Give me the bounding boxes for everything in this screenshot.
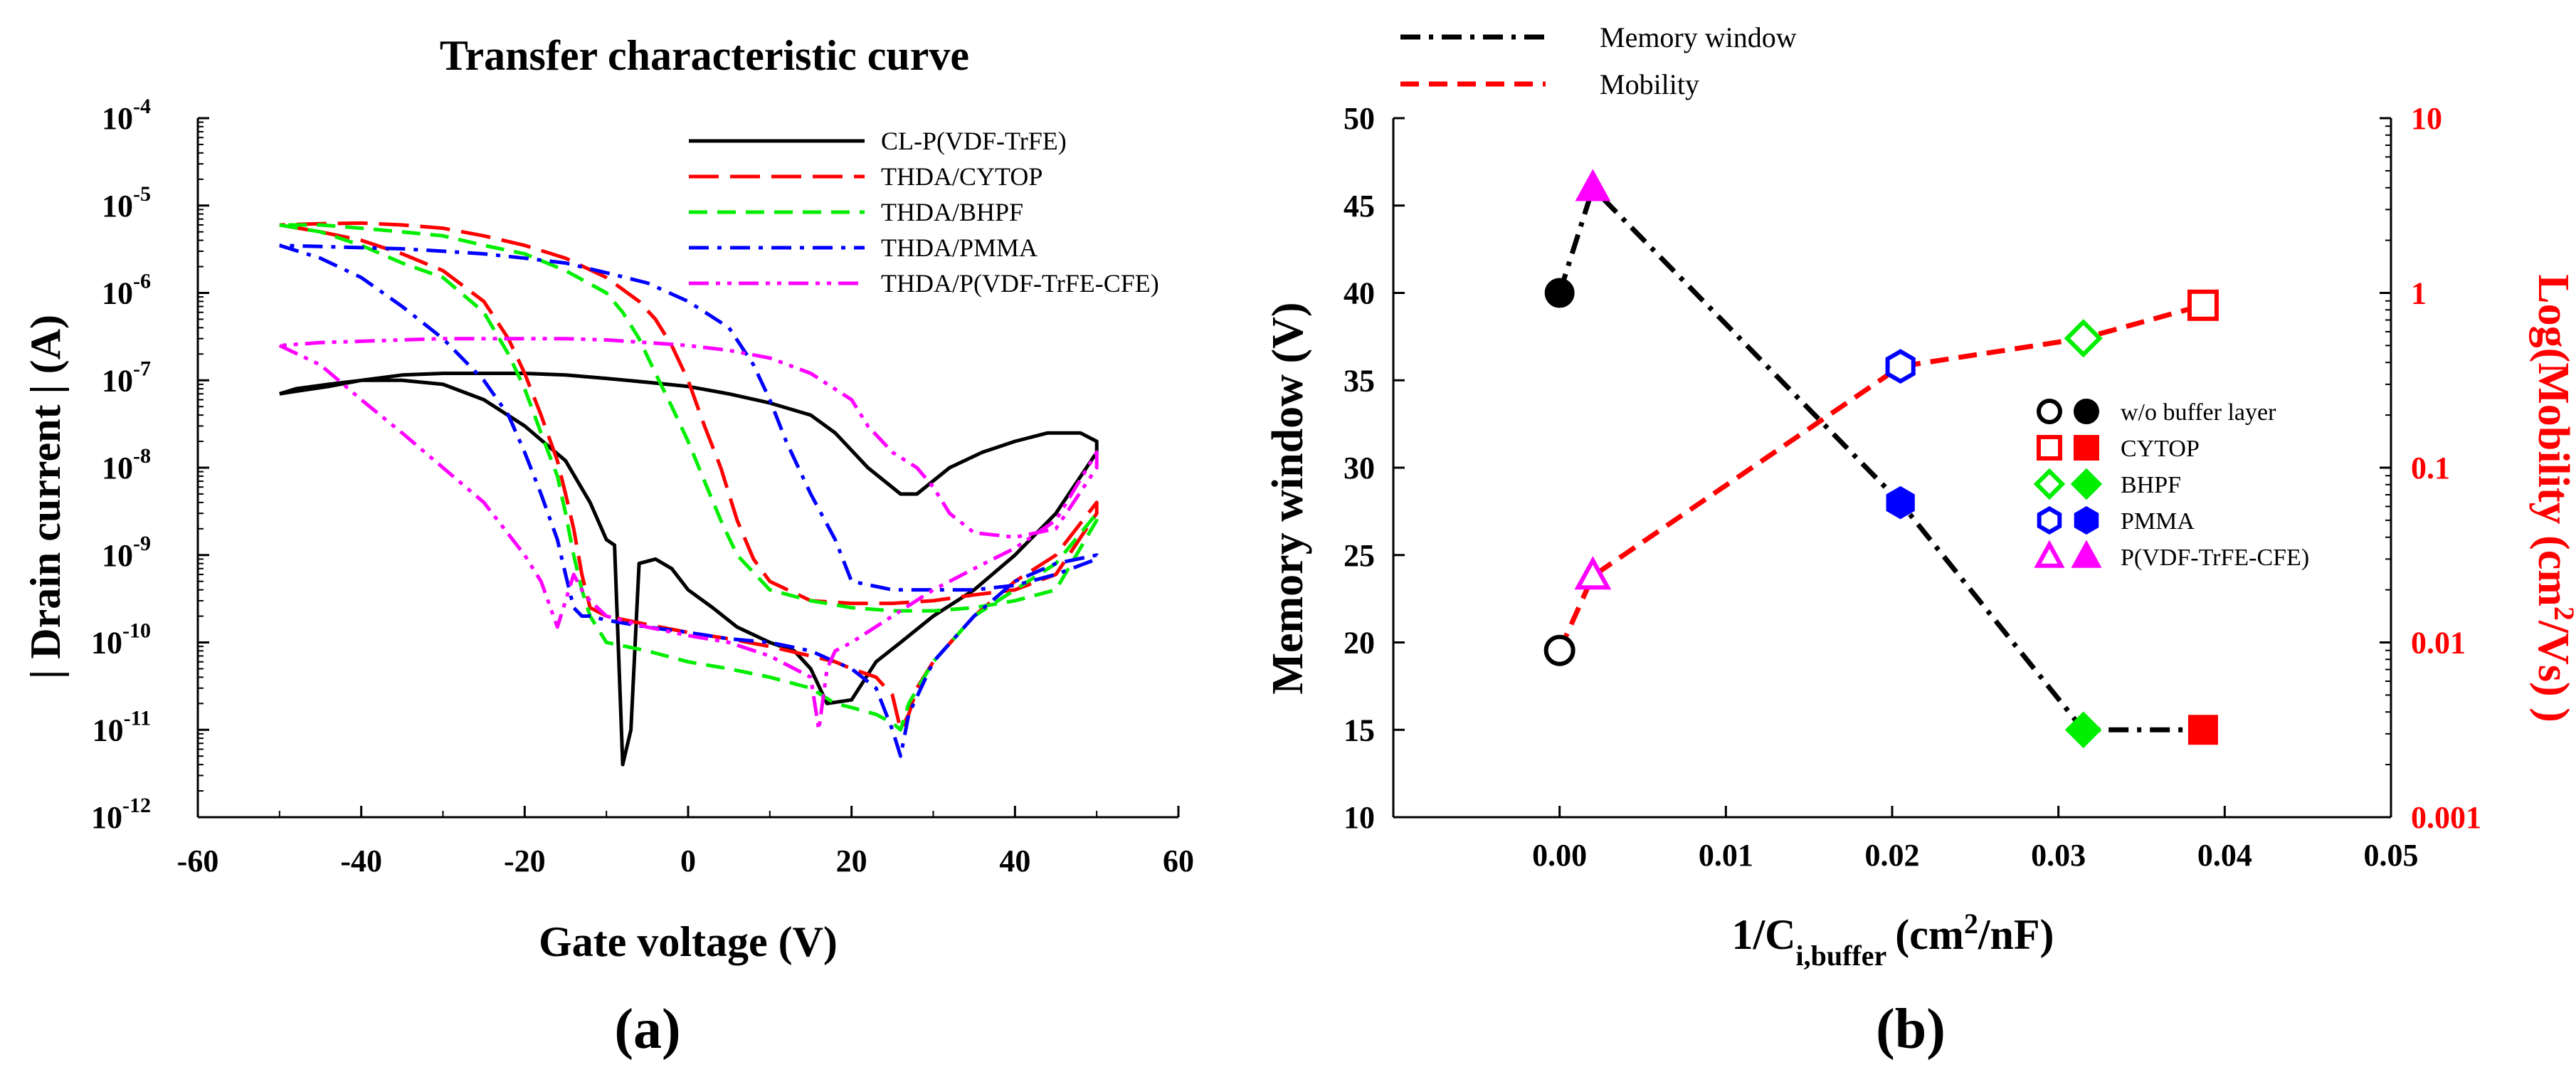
chart-a-axes: 10-12 10-11 10-10 10-9 10-8 10-7 10-6 10-5 10-4 -… <box>91 95 1194 878</box>
chart-b-mobility-point <box>2064 319 2103 358</box>
chart-a-x-tick-label: -20 <box>504 844 546 878</box>
chart-b-mobility-point <box>1885 349 1916 384</box>
chart-b-ylabel2: Log(Mobility (cm2/Vs) ) <box>2529 274 2576 723</box>
chart-a-x-tick-label: 20 <box>836 844 867 878</box>
chart-b-memory-window-point <box>2187 715 2218 745</box>
chart-b-y2-tick-label: 1 <box>2411 276 2427 311</box>
chart-b-y2-tick-label: 0.001 <box>2411 800 2481 835</box>
chart-a-legend-label: THDA/PMMA <box>881 233 1038 262</box>
chart-b-mobility-line <box>1557 303 2204 652</box>
chart-a-series <box>278 221 1099 767</box>
chart-b-marker-legend-open <box>2037 399 2062 424</box>
chart-a-legend: CL-P(VDF-TrFE) THDA/CYTOP THDA/BHPF THDA/PM… <box>689 127 1159 298</box>
chart-a-ylabel: | Drain current | (A) <box>22 315 69 679</box>
chart-b-mobility-point <box>1543 634 1575 666</box>
chart-b-marker-legend-open <box>2037 435 2062 461</box>
chart-b-marker-legend-open <box>2037 506 2062 535</box>
chart-a-series-line <box>279 243 1099 758</box>
chart-a-x-tick-label: -40 <box>340 844 382 878</box>
chart-a-legend-label: THDA/P(VDF-TrFE-CFE) <box>881 269 1159 298</box>
chart-a-series-line <box>279 372 1099 767</box>
chart-a-y-tick-label: 10-12 <box>91 794 151 835</box>
chart-a-x-tick-label: -60 <box>177 844 219 878</box>
chart-a-y-tick-label: 10-5 <box>102 182 151 224</box>
chart-a-y-tick-label: 10-9 <box>102 532 151 573</box>
chart-b-marker-legend-label: CYTOP <box>2121 436 2200 462</box>
chart-a-title: Transfer characteristic curve <box>440 32 969 79</box>
chart-b-y-tick-label: 35 <box>1344 363 1375 398</box>
chart-b-marker-legend-label: PMMA <box>2121 508 2195 535</box>
chart-a-legend-label: THDA/BHPF <box>881 198 1023 226</box>
chart-b-y-tick-label: 25 <box>1344 538 1375 573</box>
chart-b-x-tick-label: 0.00 <box>1532 838 1587 873</box>
chart-b-mobility-point <box>1574 556 1612 590</box>
chart-a-x-tick-label: 60 <box>1163 844 1194 878</box>
chart-b-line-legend-label: Mobility <box>1600 68 1699 100</box>
chart-b-y2-tick-label: 0.01 <box>2411 626 2466 661</box>
chart-b-y-tick-label: 50 <box>1344 101 1375 136</box>
chart-b-y-tick-label: 15 <box>1344 713 1375 747</box>
chart-a-y-tick-label: 10-11 <box>93 706 151 747</box>
chart-b-y-tick-label: 30 <box>1344 451 1375 485</box>
chart-b-marker-legend-filled <box>2074 506 2099 535</box>
chart-b-marker-legend: w/o buffer layer CYTOP BHPF PMMA P(VDF-TrFE-… <box>2033 399 2309 571</box>
chart-a-y-tick-label: 10-7 <box>102 357 151 398</box>
chart-b-marker-legend-label: w/o buffer layer <box>2121 399 2276 426</box>
chart-b-xlabel: 1/Ci,buffer (cm2/nF) <box>1731 908 2054 972</box>
chart-b-memory-window-point <box>1886 485 1915 520</box>
chart-b-y-tick-label: 45 <box>1344 189 1375 224</box>
chart-b-axes: 10 15 20 25 30 35 40 45 50 0.001 0.01 0.1 1 10 0.00 0.0… <box>1344 101 2481 873</box>
chart-b-y2-tick-label: 0.1 <box>2411 451 2450 485</box>
chart-b-marker-legend-label: P(VDF-TrFE-CFE) <box>2121 545 2309 571</box>
chart-b-x-tick-label: 0.03 <box>2031 838 2086 873</box>
chart-b-marker-legend-filled <box>2074 435 2099 461</box>
chart-a-y-tick-label: 10-8 <box>102 444 151 485</box>
chart-b-marker-legend-filled <box>2074 399 2099 424</box>
chart-b-series <box>1543 169 2219 749</box>
chart-a-legend-label: CL-P(VDF-TrFE) <box>881 127 1067 155</box>
chart-b-marker-legend-open <box>2033 468 2066 500</box>
chart-a-y-tick-label: 10-10 <box>91 619 151 661</box>
chart-a-xlabel: Gate voltage (V) <box>539 918 838 965</box>
chart-b-y-tick-label: 40 <box>1344 276 1375 311</box>
chart-b-line-legend-label: Memory window <box>1600 21 1797 53</box>
chart-b-memory-window-point <box>1544 278 1575 308</box>
panel-a: Transfer characteristic curve 10-12 10-11… <box>22 32 1194 1061</box>
chart-b-y-tick-label: 10 <box>1344 800 1375 835</box>
chart-a-series-line <box>279 223 1099 732</box>
panel-a-label: (a) <box>614 998 680 1061</box>
chart-b-memory-window-point <box>2064 711 2102 749</box>
chart-b-mobility-point <box>2187 289 2219 321</box>
panel-b-label: (b) <box>1876 998 1946 1061</box>
chart-b-marker-legend-filled <box>2070 468 2103 500</box>
chart-b-ylabel: Memory window (V) <box>1264 302 1312 694</box>
chart-b-y2-tick-label: 10 <box>2411 101 2442 136</box>
chart-a-legend-label: THDA/CYTOP <box>881 162 1042 191</box>
chart-b-marker-legend-label: BHPF <box>2121 472 2181 498</box>
chart-b-x-tick-label: 0.02 <box>1865 838 1920 873</box>
panel-b: 10 15 20 25 30 35 40 45 50 0.001 0.01 0.1 1 10 0.00 0.0… <box>1264 21 2576 1061</box>
chart-a-y-tick-label: 10-4 <box>102 95 151 136</box>
chart-b-memory-window-point <box>1575 169 1611 201</box>
chart-b-x-tick-label: 0.05 <box>2364 838 2419 873</box>
chart-b-x-tick-label: 0.04 <box>2197 838 2252 873</box>
chart-b-memory-window-line <box>1557 183 2203 732</box>
chart-b-marker-legend-open <box>2034 540 2065 568</box>
chart-a-series-line <box>278 337 1099 732</box>
chart-a-y-tick-label: 10-6 <box>102 270 151 311</box>
chart-a-x-tick-label: 0 <box>680 844 696 878</box>
chart-b-line-legend: Memory window Mobility <box>1400 21 1797 100</box>
chart-a-x-tick-label: 40 <box>999 844 1030 878</box>
chart-b-marker-legend-filled <box>2071 540 2102 568</box>
chart-b-y-tick-label: 20 <box>1344 626 1375 661</box>
chart-a-series-line <box>279 221 1099 732</box>
chart-b-x-tick-label: 0.01 <box>1699 838 1753 873</box>
